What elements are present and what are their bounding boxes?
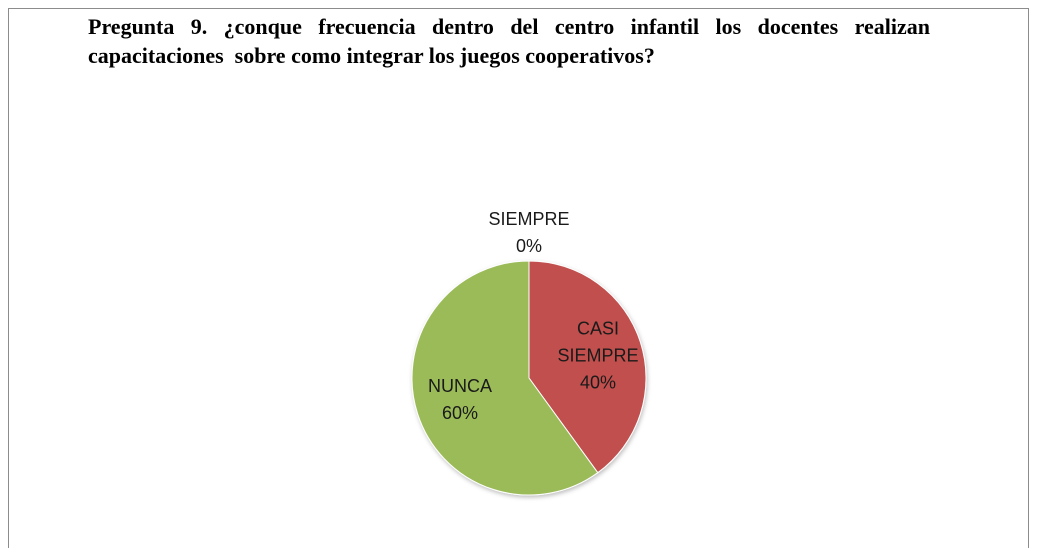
chart-title: Pregunta 9. ¿conque frecuencia dentro de… xyxy=(88,14,936,68)
data-label: CASI SIEMPRE 40% xyxy=(552,315,644,396)
pie-slice xyxy=(411,260,599,496)
value-label: 40% xyxy=(579,372,616,393)
category-label: SIEMPRE xyxy=(488,209,570,229)
category-label: CASI SIEMPRE xyxy=(557,318,639,366)
pie-slice xyxy=(528,260,647,474)
value-label: 0% xyxy=(515,236,542,256)
value-label: 60% xyxy=(441,403,479,424)
data-label: SIEMPRE 0% xyxy=(483,206,575,260)
category-label: NUNCA xyxy=(427,376,492,397)
data-label: NUNCA 60% xyxy=(414,373,506,427)
chart-frame xyxy=(8,8,1029,548)
pie xyxy=(411,260,647,496)
